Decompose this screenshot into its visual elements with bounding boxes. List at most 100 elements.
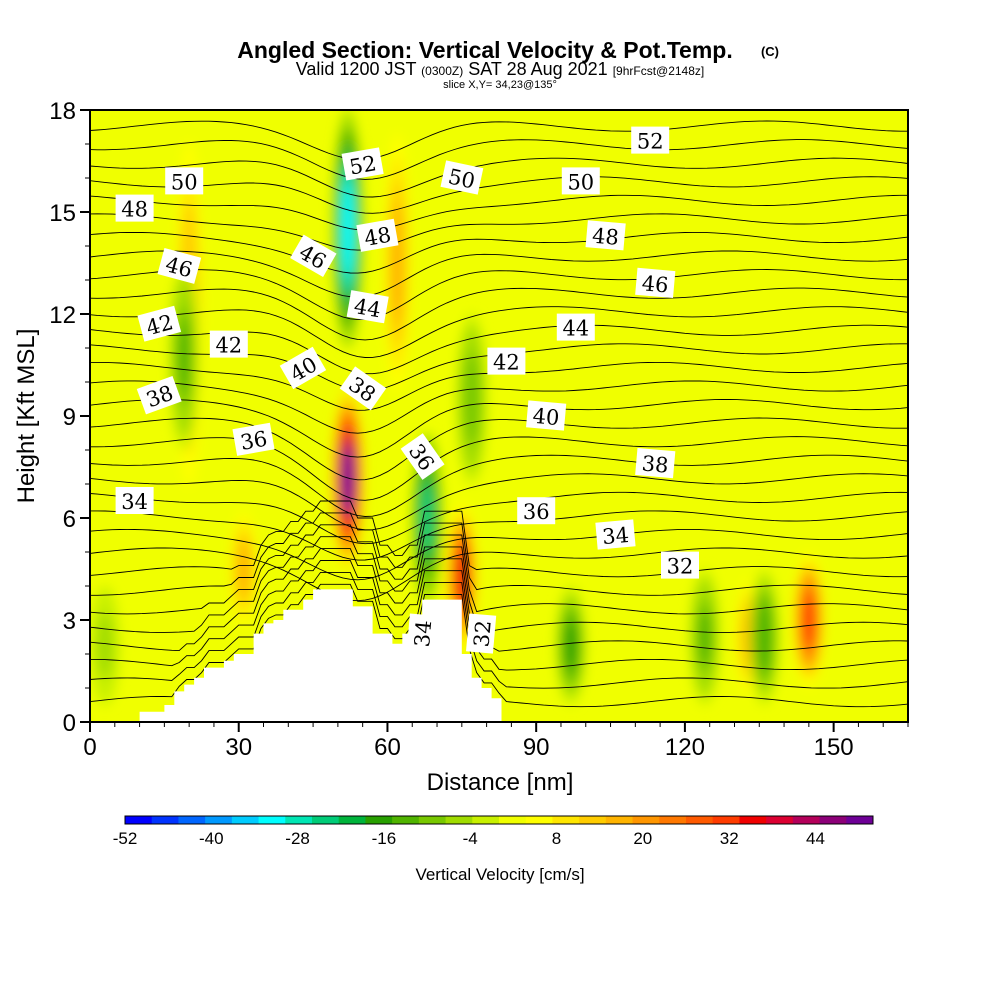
theta-contour-line xyxy=(90,473,908,531)
colorbar-swatch xyxy=(525,816,553,824)
colorbar-swatch xyxy=(659,816,687,824)
y-tick-label: 9 xyxy=(63,404,76,431)
contour-label: 34 xyxy=(115,487,154,514)
contour-label-box xyxy=(232,422,275,456)
colorbar-swatch xyxy=(178,816,206,824)
contour-label: 36 xyxy=(517,497,556,525)
theta-contour-line xyxy=(90,120,908,160)
theta-contour-line xyxy=(90,417,908,481)
colorbar-swatch xyxy=(819,816,847,824)
contour-label-text: 34 xyxy=(410,619,436,648)
colorbar-tick-label: 44 xyxy=(806,829,825,848)
velocity-cell xyxy=(98,621,111,670)
colorbar-tick-label: -28 xyxy=(285,829,310,848)
contour-label: 34 xyxy=(595,519,636,550)
chart-subtitle: Valid 1200 JST (0300Z) SAT 28 Aug 2021 [… xyxy=(296,59,705,79)
theta-contour-line xyxy=(90,536,908,633)
contour-label-text: 42 xyxy=(215,334,242,358)
theta-contour-line xyxy=(90,157,908,198)
colorbar-swatch xyxy=(205,816,233,824)
contour-label-box xyxy=(137,305,182,342)
theta-contour-line xyxy=(90,491,908,545)
terrain xyxy=(139,589,502,722)
contour-label-box xyxy=(341,147,384,181)
theta-contour-line xyxy=(90,528,908,581)
contour-label-box xyxy=(279,346,327,390)
velocity-cell xyxy=(564,621,577,670)
theta-contour-line xyxy=(90,139,908,180)
theta-contour-line xyxy=(90,547,908,602)
colorbar-swatch xyxy=(258,816,286,824)
y-tick-label: 15 xyxy=(49,200,76,227)
contour-label: 50 xyxy=(165,167,204,195)
contour-label-box xyxy=(115,194,154,222)
contour-label: 44 xyxy=(346,290,389,324)
contour-label-text: 34 xyxy=(121,490,148,514)
contour-label-box xyxy=(661,551,699,579)
colorbar-swatch xyxy=(338,816,366,824)
contour-label-box xyxy=(556,313,595,341)
x-tick-label: 90 xyxy=(523,734,550,761)
colorbar-swatch xyxy=(445,816,473,824)
contour-label: 40 xyxy=(526,400,567,431)
colorbar-swatch xyxy=(365,816,393,824)
x-tick-label: 120 xyxy=(665,734,705,761)
colorbar-swatch xyxy=(418,816,447,824)
velocity-cell xyxy=(465,365,478,433)
theta-contour-line xyxy=(90,548,908,652)
x-axis: 0 30 60 90 120 150 xyxy=(83,722,909,761)
contour-label-text: 52 xyxy=(637,130,664,154)
colorbar-swatch xyxy=(686,816,714,824)
y-tick-label: 3 xyxy=(63,608,76,635)
colorbar-tick-label: 20 xyxy=(633,829,652,848)
x-tick-label: 60 xyxy=(374,734,401,761)
colorbar-tick-label: -4 xyxy=(463,829,478,848)
y-tick-label: 6 xyxy=(63,506,76,533)
theta-contour-line xyxy=(90,176,908,214)
contour-label-box xyxy=(595,519,636,550)
theta-contour-line xyxy=(90,306,908,358)
theta-contour-line xyxy=(90,560,908,671)
contour-label: 32 xyxy=(465,613,497,654)
contour-label-text: 48 xyxy=(591,224,620,250)
x-axis-label: Distance [nm] xyxy=(427,769,574,796)
contour-label: 42 xyxy=(209,330,248,358)
contour-label-text: 48 xyxy=(362,223,392,251)
x-tick-label: 0 xyxy=(83,734,96,761)
colorbar: -52 -40 -28 -16 -4 8 20 32 44 xyxy=(113,815,874,848)
contour-label-box xyxy=(635,267,676,299)
contour-label-box xyxy=(356,218,399,252)
x-tick-label: 150 xyxy=(814,734,854,761)
contour-label: 34 xyxy=(406,613,437,654)
theta-contour-line xyxy=(90,213,908,251)
contour-label-text: 44 xyxy=(352,294,382,322)
colorbar-swatch xyxy=(605,816,634,824)
theta-contour-line xyxy=(90,500,908,578)
contour-label-text: 36 xyxy=(523,500,550,524)
contour-label-text: 52 xyxy=(348,151,378,179)
colorbar-swatch xyxy=(739,816,767,824)
contour-label-box xyxy=(517,497,556,525)
contour-label-box xyxy=(136,375,182,415)
velocity-cell xyxy=(758,609,771,665)
contour-label-box xyxy=(406,613,437,654)
x-tick-label: 30 xyxy=(225,734,252,761)
contour-label-text: 42 xyxy=(493,351,520,375)
velocity-cell xyxy=(178,319,191,394)
colorbar-swatch xyxy=(151,816,179,824)
contour-label-box xyxy=(157,247,202,284)
velocity-cell xyxy=(802,592,816,648)
contour-label-text: 36 xyxy=(239,427,269,455)
colorbar-swatch xyxy=(552,816,580,824)
subtitle-fcst: [9hrFcst@2148z] xyxy=(613,64,705,78)
contour-label-text: 48 xyxy=(121,198,148,222)
contour-label: 48 xyxy=(115,194,154,222)
title-text: Angled Section: Vertical Velocity & Pot.… xyxy=(237,37,732,63)
y-axis-label: Height [Kft MSL] xyxy=(13,329,40,504)
colorbar-tick-label: -16 xyxy=(372,829,397,848)
theta-contour-line xyxy=(90,436,908,501)
contour-label-text: 50 xyxy=(446,164,477,193)
theta-contour-line xyxy=(90,287,908,341)
